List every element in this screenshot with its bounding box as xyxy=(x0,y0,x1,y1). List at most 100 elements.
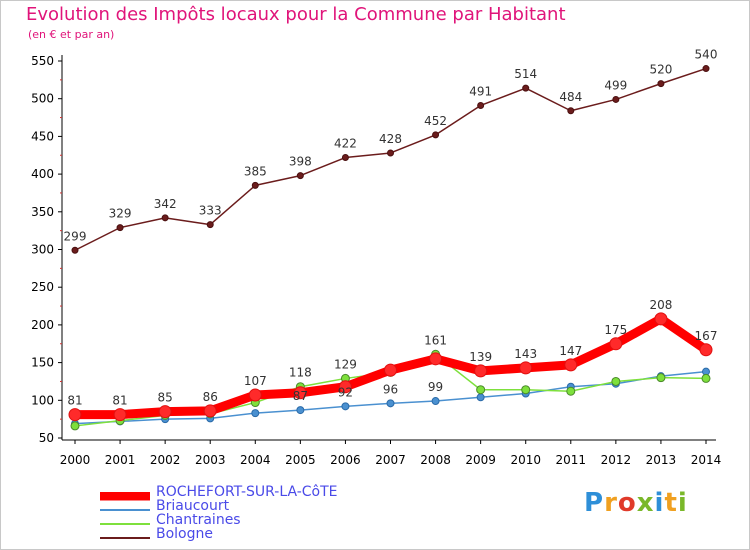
data-point xyxy=(341,154,349,162)
legend-label: Briaucourt xyxy=(156,498,230,514)
data-point xyxy=(296,172,304,180)
x-tick-label: 2001 xyxy=(105,453,136,467)
legend-item: ROCHEFORT-SUR-LA-CôTE xyxy=(100,484,350,501)
data-label: 161 xyxy=(424,333,447,347)
data-point xyxy=(477,101,485,109)
x-tick-label: 2009 xyxy=(465,453,496,467)
data-label: 540 xyxy=(695,48,718,62)
data-label: 129 xyxy=(334,357,357,371)
data-label: 175 xyxy=(604,323,627,337)
y-tick-label: 450 xyxy=(31,129,54,143)
x-tick-label: 2004 xyxy=(240,453,271,467)
data-label: 398 xyxy=(289,155,312,169)
x-tick-label: 2006 xyxy=(330,453,361,467)
data-label: 452 xyxy=(424,114,447,128)
data-label: 99 xyxy=(428,380,443,394)
y-tick-label: 150 xyxy=(31,356,54,370)
data-point xyxy=(384,363,397,377)
x-tick-label: 2013 xyxy=(646,453,677,467)
x-tick-label: 2003 xyxy=(195,453,226,467)
data-point xyxy=(612,95,620,103)
data-point xyxy=(476,393,485,402)
data-label: 143 xyxy=(514,347,537,361)
data-point xyxy=(158,405,172,419)
data-label: 85 xyxy=(158,391,173,405)
data-label: 96 xyxy=(383,382,398,396)
legend-swatch xyxy=(100,537,150,539)
data-point xyxy=(296,406,305,415)
data-point xyxy=(654,312,668,326)
logo-letter: i xyxy=(654,488,665,518)
legend-item: Bologne xyxy=(100,526,350,542)
data-point xyxy=(248,388,262,402)
logo-letter: P xyxy=(584,488,605,518)
y-tick-label: 250 xyxy=(31,280,54,294)
legend-swatch xyxy=(100,509,150,511)
data-label: 422 xyxy=(334,137,357,151)
x-tick-label: 2014 xyxy=(691,453,722,467)
data-label: 385 xyxy=(244,164,267,178)
x-tick-label: 2005 xyxy=(285,453,316,467)
data-label: 87 xyxy=(293,389,308,403)
y-tick-label: 500 xyxy=(31,92,54,106)
x-tick-label: 2002 xyxy=(150,453,181,467)
data-label: 428 xyxy=(379,132,402,146)
x-tick-label: 2012 xyxy=(601,453,632,467)
data-point xyxy=(68,408,82,422)
y-tick-label: 300 xyxy=(31,243,54,257)
data-point xyxy=(116,224,124,232)
data-label: 520 xyxy=(649,63,672,77)
data-point xyxy=(521,385,531,395)
data-label: 167 xyxy=(695,329,718,343)
data-label: 139 xyxy=(469,350,492,364)
data-label: 499 xyxy=(604,78,627,92)
y-tick-label: 550 xyxy=(31,54,54,68)
data-point xyxy=(476,385,486,395)
data-label: 333 xyxy=(199,204,222,218)
y-tick-label: 50 xyxy=(39,431,54,445)
data-label: 299 xyxy=(64,229,87,243)
legend-label: Bologne xyxy=(156,526,213,542)
data-point xyxy=(611,376,621,386)
x-tick-label: 2007 xyxy=(375,453,406,467)
data-point xyxy=(293,386,307,400)
data-label: 107 xyxy=(244,374,267,388)
data-point xyxy=(699,343,713,357)
data-label: 329 xyxy=(109,207,132,221)
logo-letter: i xyxy=(677,488,688,518)
x-tick-label: 2008 xyxy=(420,453,451,467)
data-label: 81 xyxy=(112,394,127,408)
chart-subtitle: (en € et par an) xyxy=(28,28,115,41)
proxiti-logo: Proxiti xyxy=(584,488,688,518)
data-point xyxy=(429,352,443,366)
legend-swatch xyxy=(100,492,150,501)
data-label: 92 xyxy=(338,385,353,399)
y-tick-label: 400 xyxy=(31,167,54,181)
data-point xyxy=(161,214,169,222)
data-point xyxy=(474,364,488,378)
y-tick-label: 100 xyxy=(31,393,54,407)
y-tick-label: 200 xyxy=(31,318,54,332)
data-point xyxy=(71,246,79,254)
y-tick-label: 350 xyxy=(31,205,54,219)
data-point xyxy=(567,107,575,115)
data-point xyxy=(386,399,395,408)
data-point xyxy=(387,149,394,157)
data-label: 118 xyxy=(289,366,312,380)
data-point xyxy=(519,361,533,375)
logo-letter: r xyxy=(604,488,618,518)
data-point xyxy=(113,408,127,422)
legend-swatch xyxy=(100,523,150,525)
logo-letter: o xyxy=(617,488,637,518)
legend: ROCHEFORT-SUR-LA-CôTE Briaucourt Chantra… xyxy=(100,484,350,542)
chart-title: Evolution des Impôts locaux pour la Comm… xyxy=(26,4,566,25)
x-tick-label: 2000 xyxy=(60,453,91,467)
data-point xyxy=(656,373,666,383)
data-point xyxy=(609,337,623,351)
data-point xyxy=(702,65,710,73)
data-point xyxy=(432,131,440,139)
data-label: 484 xyxy=(559,90,582,104)
data-point xyxy=(564,358,578,372)
legend-label: Chantraines xyxy=(156,512,241,528)
